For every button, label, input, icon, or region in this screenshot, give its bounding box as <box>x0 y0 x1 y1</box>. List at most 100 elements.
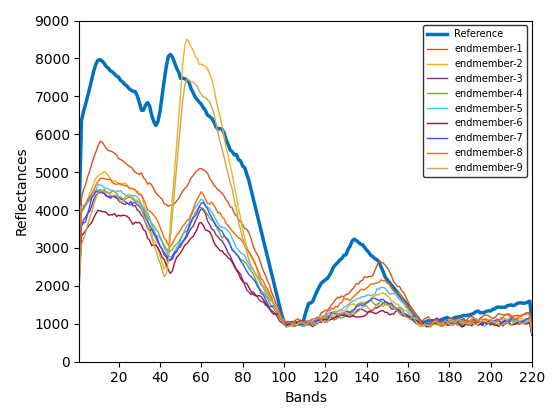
endmember-8 <box>483 317 490 322</box>
endmember-1 <box>97 139 104 144</box>
endmember-2 <box>76 259 83 264</box>
endmember-6 <box>475 323 482 328</box>
endmember-3 <box>202 211 209 216</box>
endmember-3 <box>529 332 535 337</box>
endmember-2 <box>529 331 535 336</box>
endmember-3 <box>99 189 105 194</box>
endmember-1 <box>211 182 217 187</box>
endmember-8 <box>475 319 482 324</box>
endmember-1 <box>483 313 490 318</box>
endmember-1 <box>202 168 209 173</box>
Line: endmember-8: endmember-8 <box>80 178 532 332</box>
endmember-5 <box>460 320 467 325</box>
endmember-2 <box>184 37 190 42</box>
Line: endmember-3: endmember-3 <box>80 192 532 334</box>
endmember-6 <box>529 333 535 338</box>
endmember-4 <box>101 187 108 192</box>
endmember-9 <box>211 110 217 115</box>
endmember-7 <box>202 204 209 209</box>
endmember-4 <box>202 209 209 214</box>
Reference <box>529 318 535 323</box>
Line: endmember-7: endmember-7 <box>80 190 532 333</box>
endmember-8 <box>211 202 217 207</box>
Reference <box>485 308 492 313</box>
endmember-5 <box>483 322 490 327</box>
endmember-9 <box>483 319 490 324</box>
Reference <box>202 108 209 113</box>
endmember-3 <box>475 320 482 325</box>
Line: endmember-5: endmember-5 <box>80 184 532 331</box>
endmember-8 <box>202 197 209 202</box>
endmember-1 <box>475 319 482 324</box>
endmember-7 <box>475 319 482 324</box>
endmember-3 <box>320 318 326 323</box>
endmember-6 <box>95 208 101 213</box>
endmember-2 <box>475 319 482 324</box>
endmember-4 <box>76 262 83 267</box>
Line: endmember-2: endmember-2 <box>80 39 532 334</box>
endmember-1 <box>76 251 83 256</box>
endmember-9 <box>320 319 326 324</box>
endmember-6 <box>211 239 217 244</box>
endmember-8 <box>99 176 105 181</box>
endmember-7 <box>97 188 104 193</box>
endmember-9 <box>184 76 190 81</box>
Reference <box>211 119 217 124</box>
endmember-4 <box>211 218 217 223</box>
endmember-6 <box>202 228 209 233</box>
endmember-7 <box>76 268 83 273</box>
endmember-6 <box>483 321 490 326</box>
endmember-5 <box>211 213 217 218</box>
endmember-2 <box>460 322 467 327</box>
X-axis label: Bands: Bands <box>284 391 327 405</box>
endmember-5 <box>475 318 482 323</box>
endmember-5 <box>202 202 209 207</box>
endmember-6 <box>320 318 326 323</box>
endmember-6 <box>460 324 467 329</box>
endmember-4 <box>529 333 535 338</box>
endmember-6 <box>76 276 83 281</box>
endmember-9 <box>76 281 83 286</box>
endmember-7 <box>460 316 467 321</box>
endmember-5 <box>76 257 83 262</box>
endmember-3 <box>76 269 83 274</box>
endmember-5 <box>529 328 535 333</box>
endmember-9 <box>529 331 535 336</box>
Reference <box>322 277 329 282</box>
endmember-9 <box>475 322 482 327</box>
endmember-7 <box>320 319 326 324</box>
endmember-2 <box>211 85 217 90</box>
endmember-8 <box>76 260 83 265</box>
Line: endmember-1: endmember-1 <box>80 142 532 329</box>
endmember-3 <box>483 320 490 325</box>
endmember-4 <box>460 320 467 326</box>
Line: endmember-9: endmember-9 <box>80 79 532 333</box>
Line: Reference: Reference <box>80 54 532 325</box>
Reference <box>463 313 469 318</box>
endmember-1 <box>529 327 535 332</box>
endmember-9 <box>460 320 467 326</box>
endmember-7 <box>483 322 490 327</box>
Y-axis label: Reflectances: Reflectances <box>15 147 29 236</box>
Reference <box>477 310 484 315</box>
endmember-8 <box>529 330 535 335</box>
endmember-4 <box>320 316 326 321</box>
endmember-1 <box>320 310 326 315</box>
endmember-2 <box>320 315 326 320</box>
endmember-2 <box>483 316 490 321</box>
endmember-7 <box>211 219 217 224</box>
endmember-5 <box>95 182 101 187</box>
Line: endmember-6: endmember-6 <box>80 210 532 335</box>
endmember-8 <box>320 315 326 320</box>
endmember-9 <box>202 95 209 100</box>
Legend: Reference, endmember-1, endmember-2, endmember-3, endmember-4, endmember-5, endm: Reference, endmember-1, endmember-2, end… <box>423 25 527 177</box>
Reference <box>167 52 174 57</box>
endmember-2 <box>202 64 209 69</box>
Reference <box>76 201 83 206</box>
endmember-1 <box>460 318 467 323</box>
endmember-4 <box>483 319 490 324</box>
endmember-8 <box>460 318 467 323</box>
endmember-7 <box>529 331 535 336</box>
Reference <box>283 323 290 328</box>
endmember-4 <box>475 320 482 325</box>
